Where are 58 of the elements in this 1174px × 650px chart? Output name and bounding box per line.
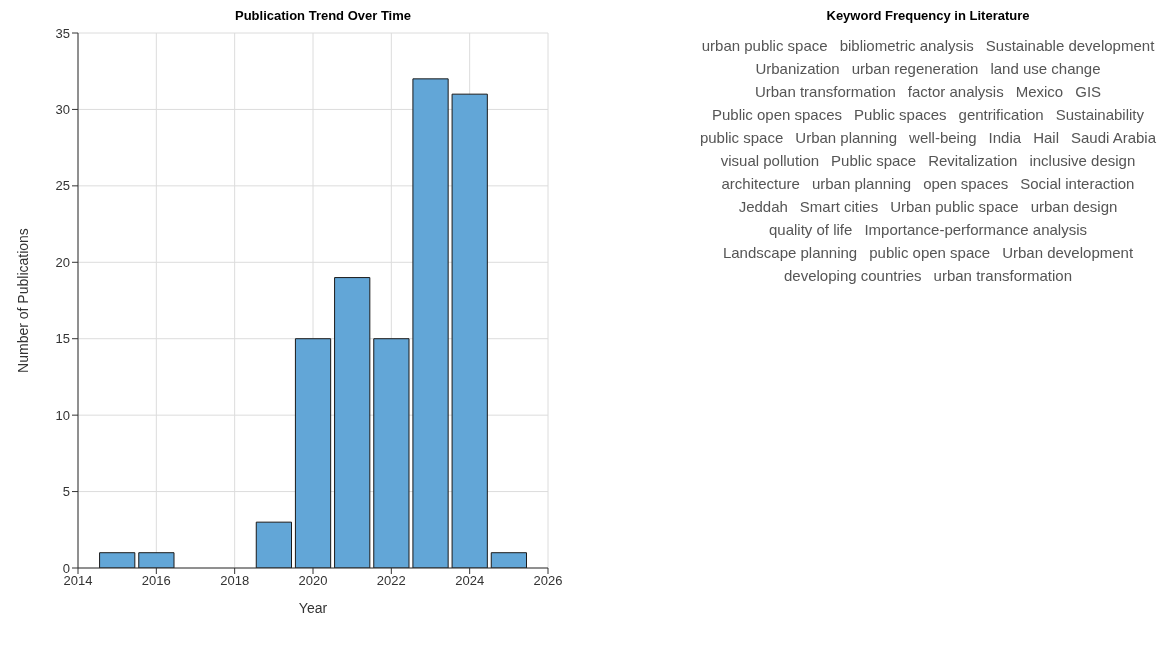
text: public space <box>699 129 784 146</box>
x-tick-label: 2014 <box>63 573 93 589</box>
x-tick-label: 2026 <box>533 573 563 589</box>
text: inclusive design <box>1029 152 1136 169</box>
text: urban regeneration <box>851 60 979 77</box>
y-tick-label: 10 <box>55 407 70 423</box>
text: Keyword Frequency in Literature <box>825 8 1031 23</box>
text: urban design <box>1030 198 1118 215</box>
text: Hail <box>1033 129 1059 146</box>
text: public open space <box>869 244 991 261</box>
text: Sustainability <box>1055 106 1145 123</box>
text: Public open spaces <box>711 106 843 123</box>
text: quality of life <box>769 221 853 238</box>
text: Public spaces <box>854 106 947 123</box>
text: urban planning <box>811 175 912 192</box>
y-tick-label: 35 <box>55 25 70 41</box>
y-tick-label: 5 <box>62 484 70 500</box>
text: India <box>988 129 1022 146</box>
text: Urban development <box>1002 244 1134 261</box>
text: Public space <box>831 152 917 169</box>
y-tick-label: 0 <box>62 560 70 576</box>
y-tick-label: 20 <box>55 254 70 270</box>
y-tick-label: 25 <box>55 178 70 194</box>
y-tick-label: 30 <box>55 102 70 118</box>
text: gentrification <box>958 106 1044 123</box>
text: Social interaction <box>1020 175 1135 192</box>
x-tick-label: 2024 <box>455 573 485 589</box>
text: Urban transformation <box>754 83 896 100</box>
text: open spaces <box>923 175 1009 192</box>
text: land use change <box>990 60 1101 77</box>
text: Landscape planning <box>722 244 858 261</box>
text: Urban planning <box>795 129 898 146</box>
text: factor analysis <box>907 83 1004 100</box>
text: Urbanization <box>755 60 840 77</box>
text: Saudi Arabia <box>1070 129 1157 146</box>
chart-title: Publication Trend Over Time <box>234 8 412 23</box>
x-tick-label: 2022 <box>376 573 406 589</box>
text: Jeddah <box>738 198 788 215</box>
text: well-being <box>909 129 977 146</box>
text: developing countries <box>784 267 922 284</box>
text: Importance-performance analysis <box>864 221 1087 238</box>
text: Urban public space <box>890 198 1019 215</box>
text: architecture <box>721 175 800 192</box>
text: visual pollution <box>720 152 820 169</box>
x-tick-label: 2020 <box>298 573 328 589</box>
text: Revitalization <box>928 152 1018 169</box>
x-axis-title: Year <box>298 600 328 616</box>
text: Smart cities <box>799 198 879 215</box>
text: GIS <box>1075 83 1102 100</box>
text: urban transformation <box>933 267 1072 284</box>
x-tick-label: 2018 <box>220 573 250 589</box>
text: Mexico <box>1015 83 1064 100</box>
text: Sustainable development <box>985 37 1155 54</box>
y-tick-label: 15 <box>55 331 70 347</box>
x-tick-label: 2016 <box>141 573 171 589</box>
text: urban public space <box>701 37 828 54</box>
y-axis-title: Number of Publications <box>14 228 31 373</box>
text: bibliometric analysis <box>839 37 974 54</box>
